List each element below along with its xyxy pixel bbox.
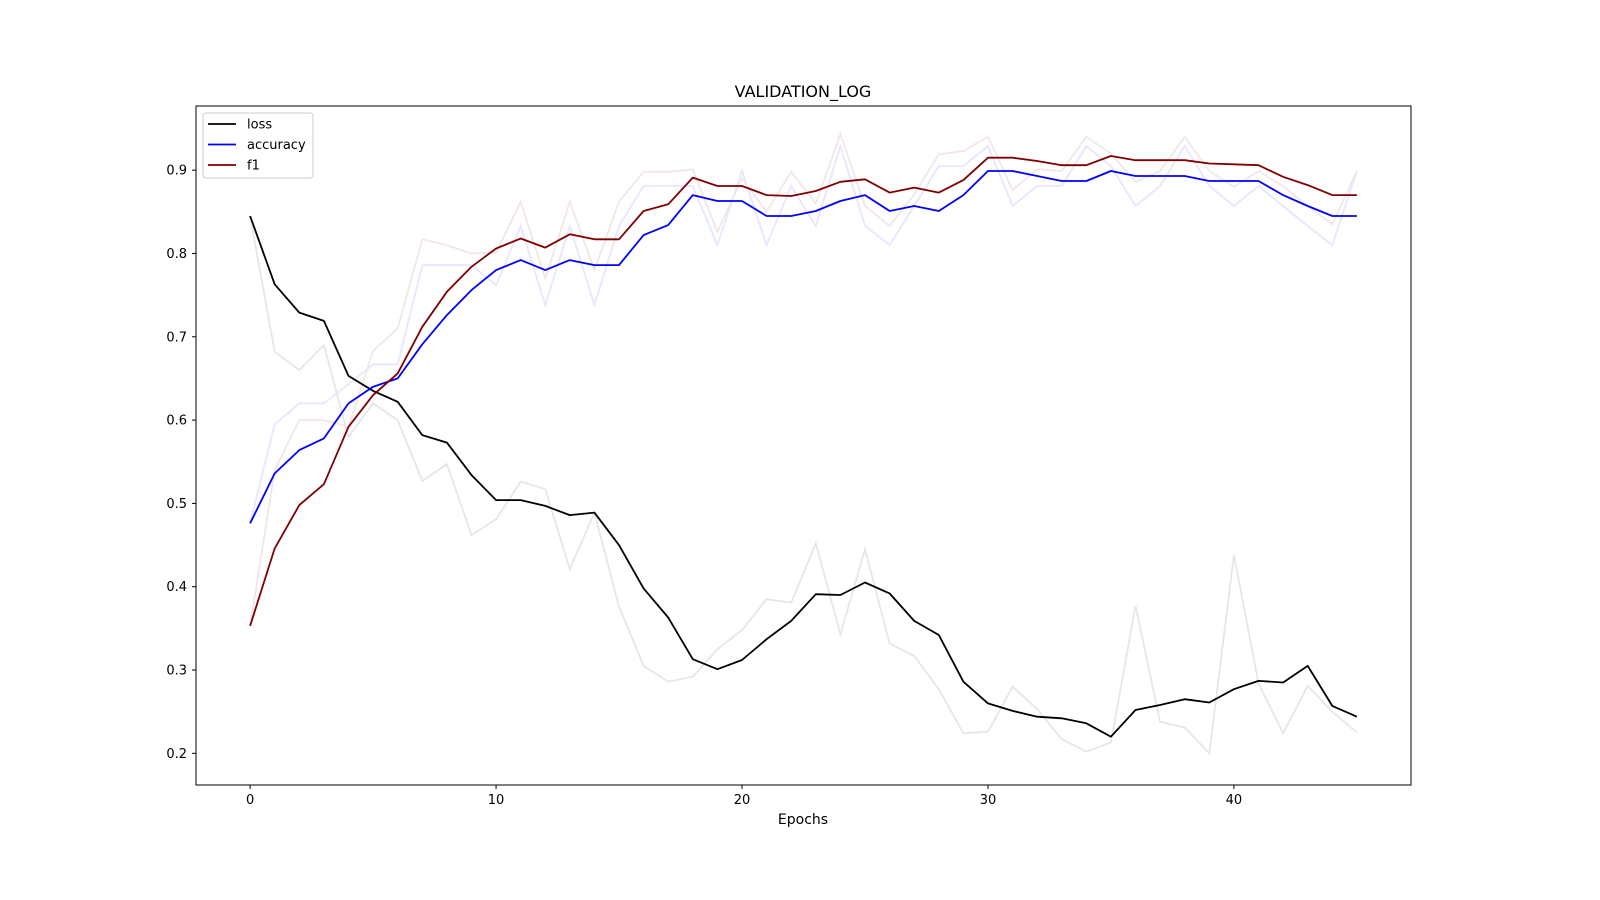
x-tick-label: 30 — [980, 793, 997, 808]
legend-label-loss: loss — [247, 118, 272, 133]
y-tick-label: 0.8 — [166, 247, 187, 262]
raw-line-loss — [249, 215, 1358, 756]
x-tick-label: 10 — [488, 793, 505, 808]
series-line-f1 — [249, 155, 1357, 627]
y-tick-label: 0.3 — [166, 664, 187, 679]
chart-title: VALIDATION_LOG — [735, 82, 872, 102]
raw-series-lines — [249, 131, 1358, 756]
x-axis-label: Epochs — [778, 812, 828, 828]
raw-line-f1 — [249, 131, 1358, 627]
plot-frame — [195, 105, 1412, 786]
legend-label-f1: f1 — [247, 159, 260, 174]
legend-box — [202, 112, 314, 179]
legend-label-accuracy: accuracy — [247, 138, 306, 153]
y-axis-ticks: 0.2 0.3 0.4 0.5 0.6 0.7 0.8 0.9 — [166, 164, 196, 762]
y-tick-label: 0.9 — [166, 164, 187, 179]
legend: loss accuracy f1 — [202, 112, 314, 179]
y-tick-label: 0.2 — [166, 747, 187, 762]
series-line-accuracy — [249, 170, 1357, 524]
series-line-loss — [249, 215, 1358, 738]
y-tick-label: 0.7 — [166, 330, 187, 345]
x-tick-label: 20 — [734, 793, 751, 808]
x-tick-label: 0 — [246, 793, 254, 808]
y-tick-label: 0.4 — [166, 580, 187, 595]
y-tick-label: 0.6 — [166, 414, 187, 429]
y-tick-label: 0.5 — [166, 497, 187, 512]
x-axis-ticks: 0 10 20 30 40 — [246, 785, 1242, 808]
raw-line-accuracy — [249, 142, 1358, 524]
x-tick-label: 40 — [1226, 793, 1243, 808]
smoothed-series-lines — [249, 155, 1358, 738]
